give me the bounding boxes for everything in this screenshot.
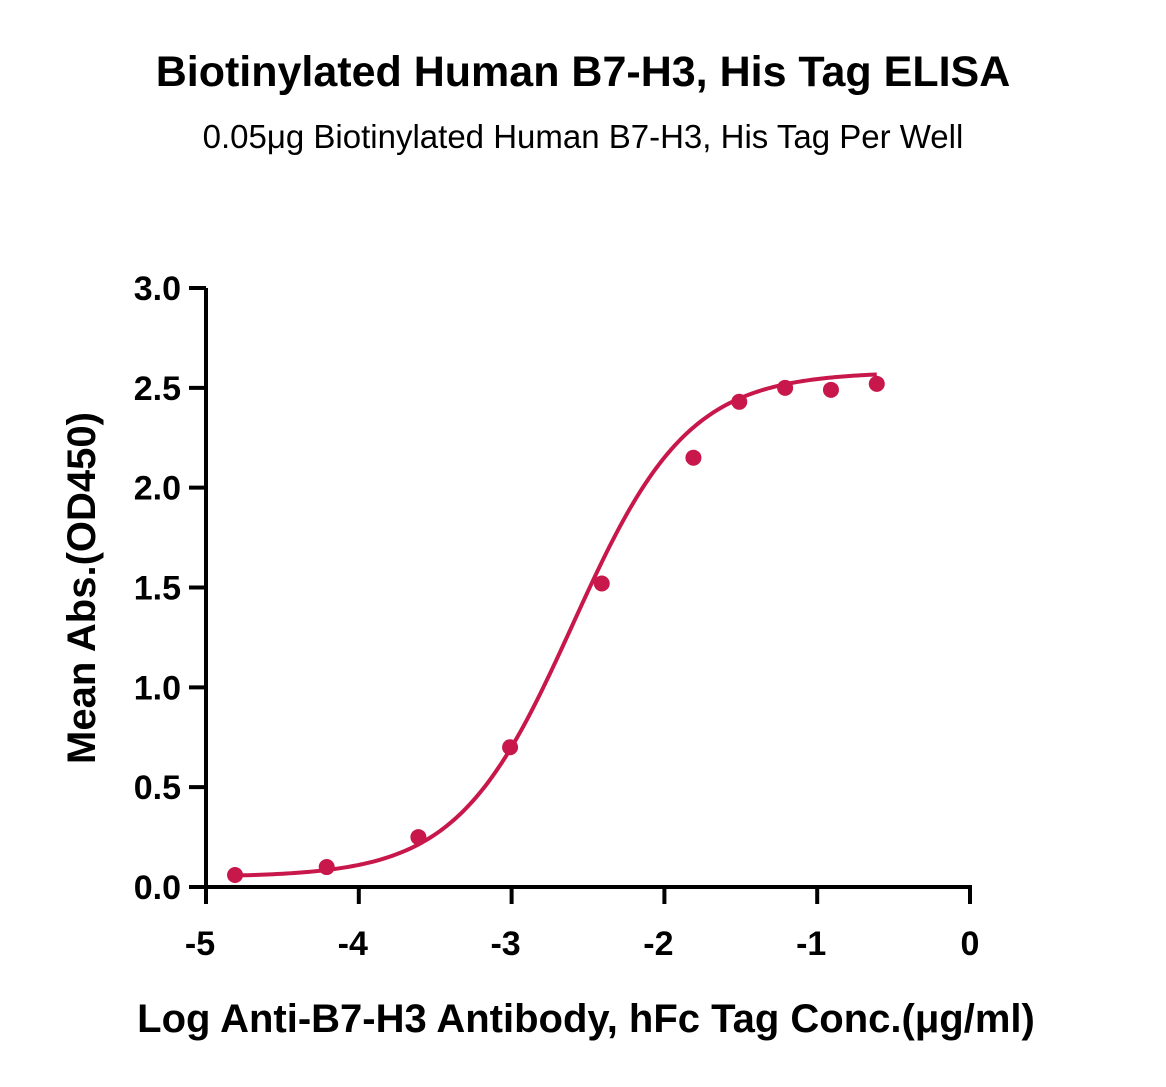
x-tick-label: -5 [185,925,215,963]
x-tick-label: -1 [796,925,826,963]
axes [204,288,972,904]
chart-title: Biotinylated Human B7-H3, His Tag ELISA [155,48,1011,96]
data-point [227,867,244,884]
y-tick-label: 1.0 [134,669,181,707]
x-axis-label: Log Anti-B7-H3 Antibody, hFc Tag Conc.(μ… [137,997,1035,1041]
data-point [868,375,885,392]
data-point [731,393,748,410]
y-tick-label: 3.0 [134,270,181,308]
data-point [685,449,702,466]
data-point [777,379,794,396]
x-tick-label: -3 [490,925,520,963]
y-tick-label: 1.5 [134,570,181,608]
data-point [822,381,839,398]
x-tick-label: 0 [961,925,980,963]
data-points [227,375,885,884]
data-point [502,739,519,756]
y-tick-label: 2.5 [134,370,181,408]
fit-curve [234,372,877,878]
x-tick-label: -2 [643,925,673,963]
data-point [410,829,427,846]
data-point [593,575,610,592]
y-tick-label: 2.0 [134,470,181,508]
x-tick-label: -4 [338,925,368,963]
y-axis-label: Mean Abs.(OD450) [60,412,104,764]
chart-subtitle: 0.05μg Biotinylated Human B7-H3, His Tag… [202,118,964,155]
y-tick-label: 0.0 [134,869,181,907]
y-tick-label: 0.5 [134,769,181,807]
ticks: -5 -4 -3 -2 -1 0 0.0 0.5 1.0 1.5 2.0 2.5 3.0 [134,270,980,963]
data-point [318,859,335,876]
